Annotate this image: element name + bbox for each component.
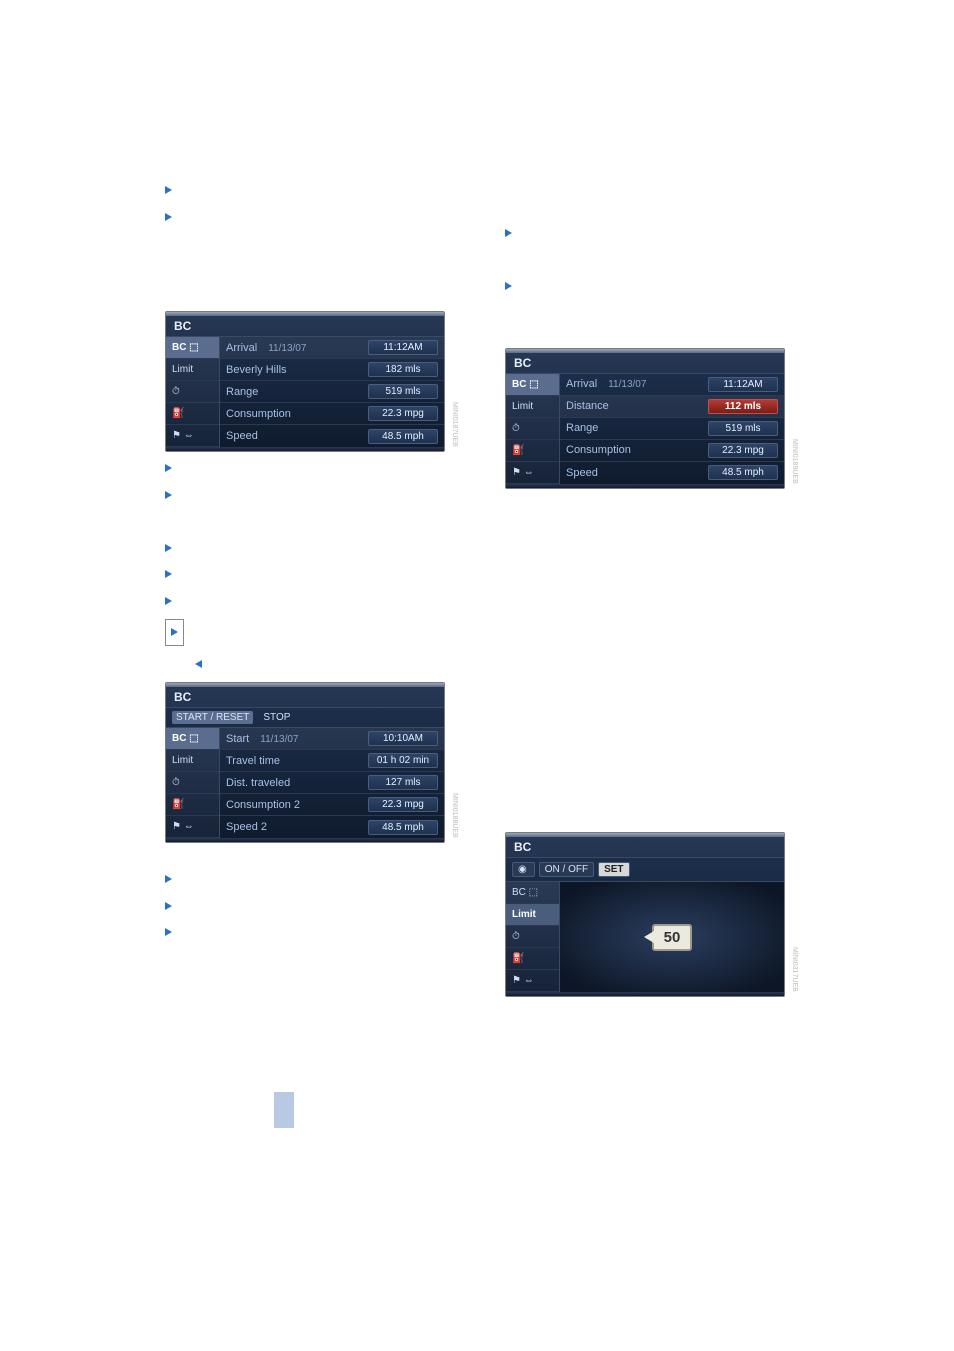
side-nav: BC ⬚ Limit ⏱ ⛽ ⚑ ⇔ [166, 728, 220, 838]
side-consumption[interactable]: ⛽ [506, 440, 559, 462]
dist-traveled-value: 127 mls [368, 775, 438, 790]
arrival-value: 11:12AM [708, 377, 778, 392]
side-flag[interactable]: ⚑ ⇔ [506, 970, 559, 992]
speed-value: 48.5 mph [368, 429, 438, 444]
row-start[interactable]: Start 11/13/07 10:10AM [220, 728, 444, 750]
triangle-left-icon [195, 660, 202, 668]
side-flag[interactable]: ⚑ ⇔ [166, 816, 219, 838]
speed-value: 48.5 mph [708, 465, 778, 480]
panel-title: BC [166, 316, 444, 337]
row-dist-traveled[interactable]: Dist. traveled 127 mls [220, 772, 444, 794]
page-tab [274, 1092, 294, 1128]
bullet-icon [165, 875, 172, 883]
tab-stop[interactable]: STOP [259, 711, 294, 724]
bc-panel-2: BC START / RESET STOP BC ⬚ Limit ⏱ ⛽ ⚑ ⇔… [165, 682, 445, 843]
side-clock[interactable]: ⏱ [166, 772, 219, 794]
text [178, 211, 181, 223]
speed2-value: 48.5 mph [368, 820, 438, 835]
tab-start-reset[interactable]: START / RESET [172, 711, 253, 724]
row-distance[interactable]: Distance 112 mls [560, 396, 784, 418]
panel-tabs: START / RESET STOP [166, 708, 444, 728]
limit-panel: BC ON / OFF SET BC ⬚ Limit ⏱ ⛽ ⚑ ⇔ 50 [505, 832, 785, 997]
bullet-icon [165, 570, 172, 578]
side-bc[interactable]: BC ⬚ [506, 882, 559, 904]
side-clock[interactable]: ⏱ [506, 418, 559, 440]
side-clock[interactable]: ⏱ [506, 926, 559, 948]
row-range[interactable]: Range 519 mls [220, 381, 444, 403]
row-destination[interactable]: Beverly Hills 182 mls [220, 359, 444, 381]
side-consumption[interactable]: ⛽ [506, 948, 559, 970]
bullet-icon [165, 544, 172, 552]
side-nav: BC ⬚ Limit ⏱ ⛽ ⚑ ⇔ [506, 882, 560, 992]
bullet-icon [505, 229, 512, 237]
row-speed[interactable]: Speed 48.5 mph [220, 425, 444, 447]
paragraph [165, 235, 465, 301]
arrival-value: 11:12AM [368, 340, 438, 355]
figure-ref: MINI0188UEB [451, 793, 458, 838]
panel-title: BC [506, 837, 784, 858]
side-limit[interactable]: Limit [166, 750, 219, 772]
row-consumption[interactable]: Consumption 22.3 mpg [220, 403, 444, 425]
side-bc[interactable]: BC ⬚ [166, 728, 219, 750]
side-limit[interactable]: Limit [166, 359, 219, 381]
figure-ref: MINI0187UEB [451, 402, 458, 447]
row-speed[interactable]: Speed 48.5 mph [560, 462, 784, 484]
side-nav: BC ⬚ Limit ⏱ ⛽ ⚑ ⇔ [166, 337, 220, 447]
side-consumption[interactable]: ⛽ [166, 794, 219, 816]
bullet-icon [165, 186, 172, 194]
row-consumption[interactable]: Consumption 22.3 mpg [560, 440, 784, 462]
side-bc[interactable]: BC ⬚ [166, 337, 219, 359]
range-value: 519 mls [708, 421, 778, 436]
row-arrival[interactable]: Arrival 11/13/07 11:12AM [560, 374, 784, 396]
tab-on-off[interactable]: ON / OFF [539, 862, 594, 877]
bullet-icon [505, 282, 512, 290]
bc-panel-1: BC BC ⬚ Limit ⏱ ⛽ ⚑ ⇔ Arrival 11/13/07 1… [165, 311, 445, 452]
side-limit[interactable]: Limit [506, 904, 559, 926]
range-value: 519 mls [368, 384, 438, 399]
bullet-icon [165, 213, 172, 221]
bullet-icon [165, 491, 172, 499]
row-range[interactable]: Range 519 mls [560, 418, 784, 440]
side-bc[interactable]: BC ⬚ [506, 374, 559, 396]
bullet-icon [165, 928, 172, 936]
consumption-value: 22.3 mpg [368, 406, 438, 421]
panel-title: BC [166, 687, 444, 708]
travel-time-value: 01 h 02 min [368, 753, 438, 768]
side-clock[interactable]: ⏱ [166, 381, 219, 403]
boxed-play-icon [165, 619, 184, 646]
side-flag[interactable]: ⚑ ⇔ [166, 425, 219, 447]
row-travel-time[interactable]: Travel time 01 h 02 min [220, 750, 444, 772]
limit-tabs: ON / OFF SET [506, 858, 784, 882]
bullet-icon [165, 902, 172, 910]
figure-ref: MINI0189UEB [791, 439, 798, 484]
consumption2-value: 22.3 mpg [368, 797, 438, 812]
speed-limit-badge[interactable]: 50 [652, 924, 693, 951]
bullet-icon [165, 464, 172, 472]
distance-value: 112 mls [708, 399, 778, 414]
side-nav: BC ⬚ Limit ⏱ ⛽ ⚑ ⇔ [506, 374, 560, 484]
row-consumption-2[interactable]: Consumption 2 22.3 mpg [220, 794, 444, 816]
side-consumption[interactable]: ⛽ [166, 403, 219, 425]
side-limit[interactable]: Limit [506, 396, 559, 418]
consumption-value: 22.3 mpg [708, 443, 778, 458]
bullet-icon [165, 597, 172, 605]
text [178, 184, 181, 196]
row-arrival[interactable]: Arrival 11/13/07 11:12AM [220, 337, 444, 359]
panel-title: BC [506, 353, 784, 374]
destination-value: 182 mls [368, 362, 438, 377]
start-value: 10:10AM [368, 731, 438, 746]
tab-set[interactable]: SET [598, 862, 629, 877]
bc-panel-3: BC BC ⬚ Limit ⏱ ⛽ ⚑ ⇔ Arrival 11/13/07 1… [505, 348, 785, 489]
row-speed-2[interactable]: Speed 2 48.5 mph [220, 816, 444, 838]
side-flag[interactable]: ⚑ ⇔ [506, 462, 559, 484]
tab-speed-icon[interactable] [512, 862, 535, 877]
figure-ref: MINI0317UEB [791, 947, 798, 992]
